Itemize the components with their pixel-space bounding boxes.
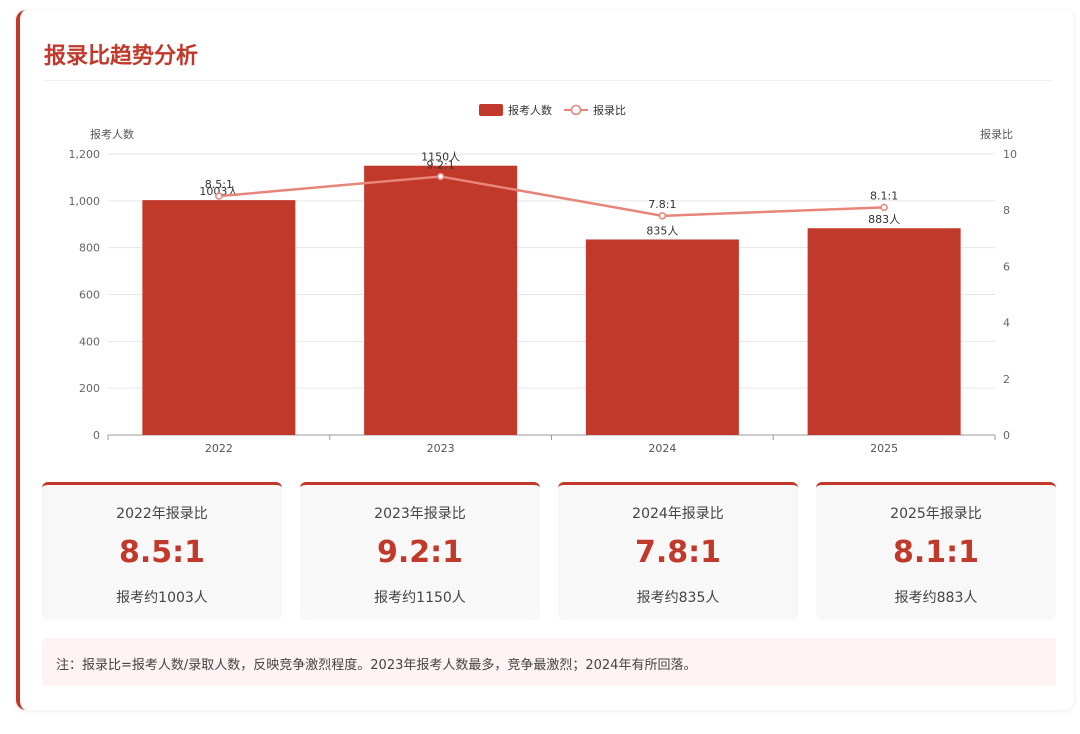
ratio-point xyxy=(880,203,888,212)
ratio-value-label: 8.5:1 xyxy=(205,178,233,191)
stat-card-2023: 2023年报录比 9.2:1 报考约1150人 xyxy=(300,482,540,620)
y-left-axis-label: 报考人数 xyxy=(90,127,134,141)
stat-ratio: 9.2:1 xyxy=(376,535,463,570)
ratio-value-label: 8.1:1 xyxy=(870,189,898,202)
y-right-tick-label: 8 xyxy=(1003,204,1010,217)
stat-subtitle: 报考约883人 xyxy=(894,590,978,606)
y-right-tick-label: 0 xyxy=(1003,429,1010,442)
x-tick-label: 2025 xyxy=(870,442,898,455)
bar-value-label: 883人 xyxy=(868,213,900,226)
y-left-tick-label: 1,000 xyxy=(69,195,101,208)
stat-card-2024: 2024年报录比 7.8:1 报考约835人 xyxy=(558,482,798,620)
legend-bar-label: 报考人数 xyxy=(508,103,552,117)
y-right-axis-label: 报录比 xyxy=(980,127,1013,141)
x-tick-label: 2023 xyxy=(427,442,455,455)
ratio-value-label: 7.8:1 xyxy=(648,198,676,211)
y-left-tick-label: 1,200 xyxy=(69,148,101,161)
ratio-value-label: 9.2:1 xyxy=(427,158,455,171)
bar-value-label: 1150人 xyxy=(421,151,460,164)
page-title: 报录比趋势分析 xyxy=(44,44,199,69)
stat-card-2025: 2025年报录比 8.1:1 报考约883人 xyxy=(816,482,1056,620)
stat-subtitle: 报考约1003人 xyxy=(116,590,208,606)
chart-card: 报录比趋势分析 0 200 400 600 800 1,000 1,200 0 2 4 6 8 10 报考… xyxy=(16,10,1074,710)
stat-ratio: 8.1:1 xyxy=(892,535,979,570)
stat-card-2022: 2022年报录比 8.5:1 报考约1003人 xyxy=(42,482,282,620)
y-right-tick-label: 6 xyxy=(1003,260,1010,273)
bar xyxy=(807,228,961,435)
stat-title: 2022年报录比 xyxy=(116,506,208,522)
stat-ratio: 8.5:1 xyxy=(118,535,205,570)
y-left-tick-label: 600 xyxy=(79,289,100,302)
stat-ratio: 7.8:1 xyxy=(634,535,721,570)
y-left-tick-label: 0 xyxy=(93,429,100,442)
stat-subtitle: 报考约835人 xyxy=(636,590,720,606)
footnote: 注：报录比=报考人数/录取人数，反映竞争激烈程度。2023年报考人数最多，竞争最… xyxy=(42,638,1056,686)
y-right-tick-label: 10 xyxy=(1003,148,1017,161)
y-right-tick-label: 4 xyxy=(1003,317,1010,330)
y-left-tick-label: 400 xyxy=(79,335,100,348)
bar xyxy=(364,165,518,436)
stat-title: 2025年报录比 xyxy=(890,506,982,522)
legend-bar-swatch xyxy=(479,104,503,116)
stat-title: 2023年报录比 xyxy=(374,506,466,522)
y-left-tick-label: 800 xyxy=(79,242,100,255)
ratio-point xyxy=(658,212,667,220)
title-divider xyxy=(44,80,1052,81)
bar-value-label: 835人 xyxy=(646,224,678,237)
ratio-point xyxy=(215,192,223,200)
legend-line-marker xyxy=(570,104,582,116)
stat-cards: 2022年报录比 8.5:1 报考约1003人 2023年报录比 9.2:1 报… xyxy=(42,482,1056,620)
x-tick-label: 2024 xyxy=(648,442,676,455)
ratio-line xyxy=(218,175,885,218)
stat-title: 2024年报录比 xyxy=(632,506,724,522)
y-right-tick-label: 2 xyxy=(1003,373,1010,386)
x-tick-label: 2022 xyxy=(205,442,233,455)
bar xyxy=(585,239,739,435)
y-left-tick-label: 200 xyxy=(79,382,100,395)
bar xyxy=(142,200,296,435)
legend-line-label: 报录比 xyxy=(593,103,626,117)
stat-subtitle: 报考约1150人 xyxy=(374,590,466,606)
ratio-point xyxy=(436,172,445,181)
